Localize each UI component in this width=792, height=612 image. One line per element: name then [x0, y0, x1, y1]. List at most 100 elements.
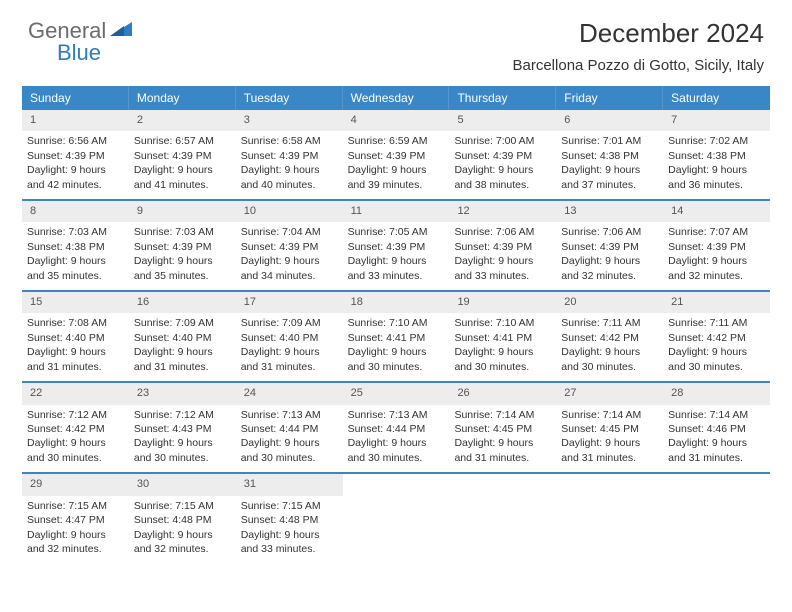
daylight-line: Daylight: 9 hours and 36 minutes. [668, 163, 765, 192]
day-number: 7 [663, 110, 770, 131]
day-cell: 25Sunrise: 7:13 AMSunset: 4:44 PMDayligh… [343, 383, 450, 472]
day-details: Sunrise: 7:06 AMSunset: 4:39 PMDaylight:… [556, 222, 663, 290]
sunset-line: Sunset: 4:39 PM [241, 240, 338, 254]
month-title: December 2024 [513, 18, 765, 49]
daylight-line: Daylight: 9 hours and 32 minutes. [561, 254, 658, 283]
day-cell: 24Sunrise: 7:13 AMSunset: 4:44 PMDayligh… [236, 383, 343, 472]
sunrise-line: Sunrise: 7:15 AM [134, 499, 231, 513]
sunset-line: Sunset: 4:48 PM [241, 513, 338, 527]
day-number: 18 [343, 292, 450, 313]
day-number: 27 [556, 383, 663, 404]
day-number: 2 [129, 110, 236, 131]
sunrise-line: Sunrise: 6:57 AM [134, 134, 231, 148]
daylight-line: Daylight: 9 hours and 30 minutes. [27, 436, 124, 465]
sunset-line: Sunset: 4:39 PM [134, 149, 231, 163]
day-cell: 3Sunrise: 6:58 AMSunset: 4:39 PMDaylight… [236, 110, 343, 199]
day-number: 8 [22, 201, 129, 222]
week-row: 8Sunrise: 7:03 AMSunset: 4:38 PMDaylight… [22, 201, 770, 292]
daylight-line: Daylight: 9 hours and 38 minutes. [454, 163, 551, 192]
daylight-line: Daylight: 9 hours and 41 minutes. [134, 163, 231, 192]
sunset-line: Sunset: 4:40 PM [134, 331, 231, 345]
weekday-header: Sunday [22, 86, 129, 110]
weekday-header-row: SundayMondayTuesdayWednesdayThursdayFrid… [22, 86, 770, 110]
daylight-line: Daylight: 9 hours and 31 minutes. [454, 436, 551, 465]
sunrise-line: Sunrise: 7:03 AM [134, 225, 231, 239]
sunrise-line: Sunrise: 7:00 AM [454, 134, 551, 148]
day-number: 23 [129, 383, 236, 404]
sunset-line: Sunset: 4:38 PM [561, 149, 658, 163]
daylight-line: Daylight: 9 hours and 30 minutes. [561, 345, 658, 374]
day-details: Sunrise: 7:13 AMSunset: 4:44 PMDaylight:… [236, 405, 343, 473]
sunset-line: Sunset: 4:38 PM [27, 240, 124, 254]
day-details: Sunrise: 6:58 AMSunset: 4:39 PMDaylight:… [236, 131, 343, 199]
sunset-line: Sunset: 4:40 PM [27, 331, 124, 345]
day-cell: 29Sunrise: 7:15 AMSunset: 4:47 PMDayligh… [22, 474, 129, 563]
sunset-line: Sunset: 4:39 PM [348, 240, 445, 254]
sunrise-line: Sunrise: 7:01 AM [561, 134, 658, 148]
sunrise-line: Sunrise: 7:05 AM [348, 225, 445, 239]
day-cell: 18Sunrise: 7:10 AMSunset: 4:41 PMDayligh… [343, 292, 450, 381]
sunrise-line: Sunrise: 7:13 AM [348, 408, 445, 422]
day-cell: 7Sunrise: 7:02 AMSunset: 4:38 PMDaylight… [663, 110, 770, 199]
day-number: 24 [236, 383, 343, 404]
day-details: Sunrise: 7:04 AMSunset: 4:39 PMDaylight:… [236, 222, 343, 290]
sunset-line: Sunset: 4:45 PM [454, 422, 551, 436]
sunrise-line: Sunrise: 7:09 AM [241, 316, 338, 330]
daylight-line: Daylight: 9 hours and 33 minutes. [454, 254, 551, 283]
daylight-line: Daylight: 9 hours and 30 minutes. [454, 345, 551, 374]
sunset-line: Sunset: 4:39 PM [668, 240, 765, 254]
weekday-header: Thursday [449, 86, 556, 110]
daylight-line: Daylight: 9 hours and 39 minutes. [348, 163, 445, 192]
day-details: Sunrise: 7:15 AMSunset: 4:48 PMDaylight:… [129, 496, 236, 564]
sunset-line: Sunset: 4:39 PM [561, 240, 658, 254]
sunset-line: Sunset: 4:44 PM [241, 422, 338, 436]
logo-text-blue: Blue [57, 40, 101, 66]
day-details: Sunrise: 7:01 AMSunset: 4:38 PMDaylight:… [556, 131, 663, 199]
sunrise-line: Sunrise: 7:10 AM [454, 316, 551, 330]
location: Barcellona Pozzo di Gotto, Sicily, Italy [513, 57, 765, 74]
day-cell: 4Sunrise: 6:59 AMSunset: 4:39 PMDaylight… [343, 110, 450, 199]
daylight-line: Daylight: 9 hours and 34 minutes. [241, 254, 338, 283]
week-row: 22Sunrise: 7:12 AMSunset: 4:42 PMDayligh… [22, 383, 770, 474]
day-number: 4 [343, 110, 450, 131]
day-cell: 26Sunrise: 7:14 AMSunset: 4:45 PMDayligh… [449, 383, 556, 472]
day-details: Sunrise: 7:07 AMSunset: 4:39 PMDaylight:… [663, 222, 770, 290]
sunrise-line: Sunrise: 7:03 AM [27, 225, 124, 239]
sunrise-line: Sunrise: 6:58 AM [241, 134, 338, 148]
sunset-line: Sunset: 4:44 PM [348, 422, 445, 436]
daylight-line: Daylight: 9 hours and 30 minutes. [134, 436, 231, 465]
day-number: 29 [22, 474, 129, 495]
day-number: 17 [236, 292, 343, 313]
day-number: 16 [129, 292, 236, 313]
daylight-line: Daylight: 9 hours and 35 minutes. [27, 254, 124, 283]
day-cell: 23Sunrise: 7:12 AMSunset: 4:43 PMDayligh… [129, 383, 236, 472]
day-details: Sunrise: 7:10 AMSunset: 4:41 PMDaylight:… [343, 313, 450, 381]
sunset-line: Sunset: 4:39 PM [241, 149, 338, 163]
day-cell: 21Sunrise: 7:11 AMSunset: 4:42 PMDayligh… [663, 292, 770, 381]
day-details: Sunrise: 7:11 AMSunset: 4:42 PMDaylight:… [663, 313, 770, 381]
day-cell: 1Sunrise: 6:56 AMSunset: 4:39 PMDaylight… [22, 110, 129, 199]
day-cell [449, 474, 556, 563]
weekday-header: Friday [556, 86, 663, 110]
day-details: Sunrise: 7:15 AMSunset: 4:48 PMDaylight:… [236, 496, 343, 564]
day-number: 14 [663, 201, 770, 222]
sunrise-line: Sunrise: 7:02 AM [668, 134, 765, 148]
day-details: Sunrise: 7:14 AMSunset: 4:46 PMDaylight:… [663, 405, 770, 473]
sunset-line: Sunset: 4:46 PM [668, 422, 765, 436]
day-details: Sunrise: 7:00 AMSunset: 4:39 PMDaylight:… [449, 131, 556, 199]
sunset-line: Sunset: 4:39 PM [134, 240, 231, 254]
day-cell: 17Sunrise: 7:09 AMSunset: 4:40 PMDayligh… [236, 292, 343, 381]
sunrise-line: Sunrise: 7:13 AM [241, 408, 338, 422]
day-details: Sunrise: 7:02 AMSunset: 4:38 PMDaylight:… [663, 131, 770, 199]
sunrise-line: Sunrise: 7:07 AM [668, 225, 765, 239]
daylight-line: Daylight: 9 hours and 33 minutes. [348, 254, 445, 283]
daylight-line: Daylight: 9 hours and 33 minutes. [241, 528, 338, 557]
sunset-line: Sunset: 4:42 PM [27, 422, 124, 436]
day-details: Sunrise: 7:12 AMSunset: 4:42 PMDaylight:… [22, 405, 129, 473]
day-details: Sunrise: 7:12 AMSunset: 4:43 PMDaylight:… [129, 405, 236, 473]
daylight-line: Daylight: 9 hours and 31 minutes. [668, 436, 765, 465]
triangle-icon [110, 20, 132, 41]
day-cell: 22Sunrise: 7:12 AMSunset: 4:42 PMDayligh… [22, 383, 129, 472]
week-row: 15Sunrise: 7:08 AMSunset: 4:40 PMDayligh… [22, 292, 770, 383]
daylight-line: Daylight: 9 hours and 37 minutes. [561, 163, 658, 192]
